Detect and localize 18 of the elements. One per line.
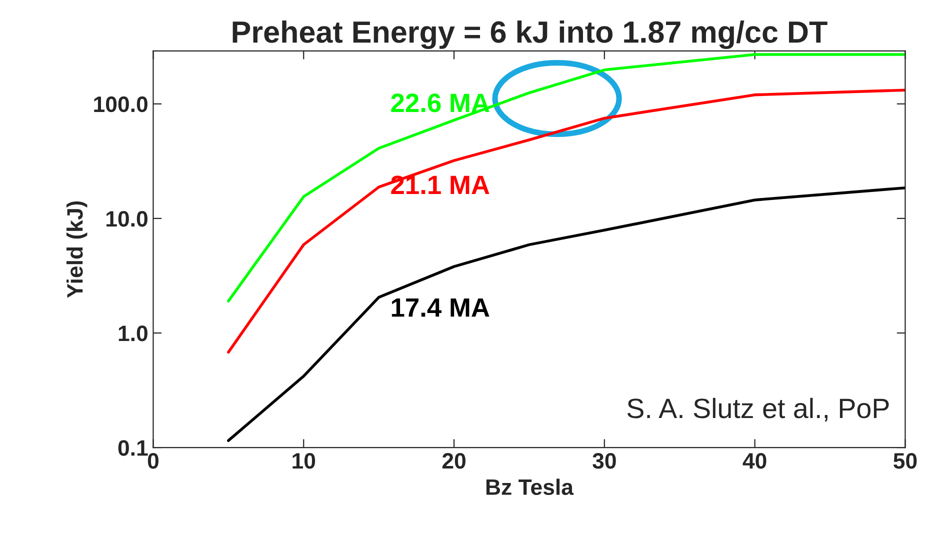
x-tick-label: 30 bbox=[592, 453, 616, 469]
series-label: 21.1 MA bbox=[391, 176, 490, 194]
x-tick-label: 50 bbox=[894, 453, 917, 469]
y-axis-title: Yield (kJ) bbox=[66, 201, 88, 298]
y-tick-label: 10.0 bbox=[106, 210, 148, 227]
x-tick-label: 20 bbox=[442, 453, 466, 469]
y-tick-label: 100.0 bbox=[94, 96, 148, 112]
x-tick-label: 0 bbox=[148, 453, 158, 469]
x-tick-label: 10 bbox=[292, 453, 316, 469]
series-label: 17.4 MA bbox=[392, 298, 490, 317]
x-axis-title: Bz Tesla bbox=[486, 478, 574, 496]
y-tick-label: 0.1 bbox=[118, 440, 148, 456]
y-tick-label: 1.0 bbox=[118, 326, 148, 342]
x-tick-label: 40 bbox=[742, 453, 766, 469]
line-series bbox=[227, 88, 906, 354]
chart-title: Preheat Energy = 6 kJ into 1.87 mg/cc DT bbox=[232, 20, 828, 50]
annotation: S. A. Slutz et al., PoP bbox=[627, 398, 889, 422]
series-label: 22.6 MA bbox=[391, 94, 490, 112]
